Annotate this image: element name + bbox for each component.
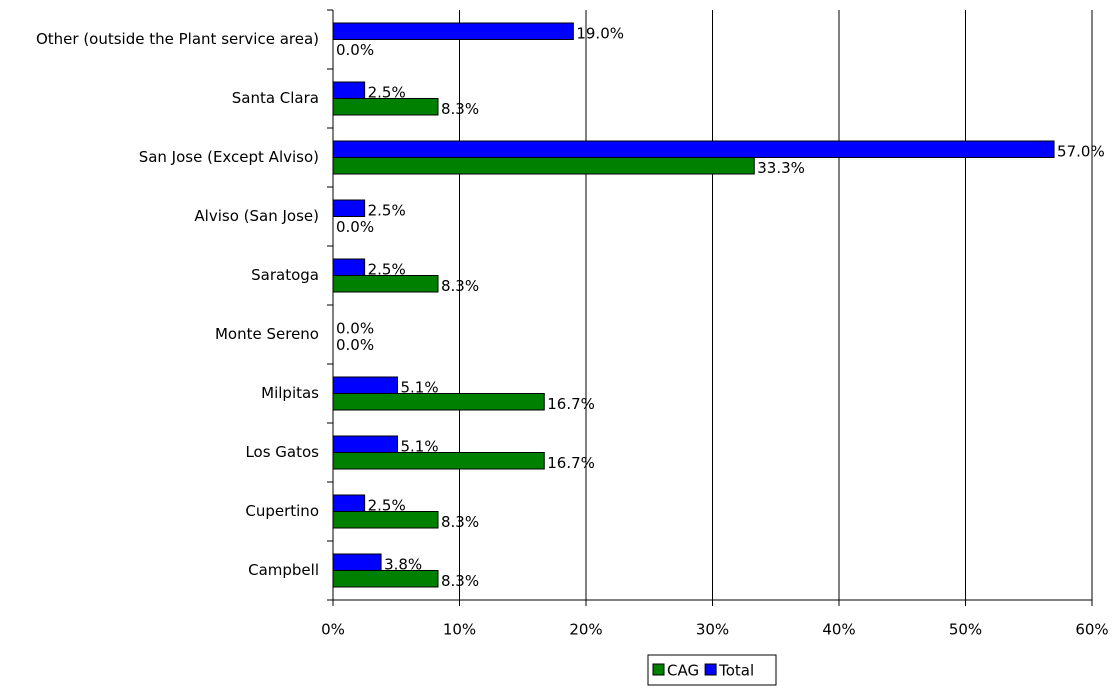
legend-box	[647, 654, 777, 686]
value-label: 0.0%	[336, 320, 374, 338]
legend-label: CAG	[667, 662, 699, 680]
legend-label: Total	[718, 662, 754, 680]
y-tick-label: Los Gatos	[245, 443, 319, 461]
bar	[332, 258, 366, 276]
value-label: 8.3%	[441, 277, 479, 295]
value-label: 2.5%	[368, 84, 406, 102]
value-label: 2.5%	[368, 202, 406, 220]
bar	[332, 199, 366, 217]
value-label: 57.0%	[1057, 143, 1105, 161]
y-tick-label: San Jose (Except Alviso)	[139, 148, 319, 166]
bar	[332, 275, 439, 293]
x-tick-label: 0%	[321, 621, 345, 639]
value-label: 16.7%	[547, 454, 595, 472]
x-tick-label: 60%	[1075, 621, 1108, 639]
bar	[332, 494, 366, 512]
bar	[332, 157, 755, 175]
bar	[332, 435, 399, 453]
bar	[332, 81, 366, 99]
value-label: 8.3%	[441, 513, 479, 531]
y-tick-label: Campbell	[248, 561, 319, 579]
x-tick-label: 10%	[443, 621, 476, 639]
x-tick-label: 50%	[949, 621, 982, 639]
x-tick-label: 30%	[696, 621, 729, 639]
value-label: 8.3%	[441, 100, 479, 118]
legend-swatch	[704, 663, 717, 676]
y-tick-label: Milpitas	[261, 384, 319, 402]
value-label: 2.5%	[368, 497, 406, 515]
y-tick-label: Alviso (San Jose)	[194, 207, 319, 225]
y-tick-label: Cupertino	[245, 502, 319, 520]
x-tick-label: 40%	[822, 621, 855, 639]
legend-swatch	[652, 663, 665, 676]
value-label: 8.3%	[441, 572, 479, 590]
bar	[332, 393, 545, 411]
y-tick-label: Saratoga	[251, 266, 319, 284]
value-label: 33.3%	[757, 159, 805, 177]
bar	[332, 570, 439, 588]
value-label: 0.0%	[336, 41, 374, 59]
bar	[332, 98, 439, 116]
value-label: 0.0%	[336, 336, 374, 354]
value-label: 5.1%	[401, 379, 439, 397]
bar	[332, 140, 1055, 158]
bar	[332, 22, 574, 40]
value-label: 3.8%	[384, 556, 422, 574]
value-label: 16.7%	[547, 395, 595, 413]
x-tick-label: 20%	[569, 621, 602, 639]
bar	[332, 553, 382, 571]
bar	[332, 376, 399, 394]
value-label: 2.5%	[368, 261, 406, 279]
y-tick-label: Monte Sereno	[215, 325, 319, 343]
y-tick-label: Santa Clara	[232, 89, 319, 107]
bar	[332, 452, 545, 470]
value-label: 19.0%	[576, 25, 624, 43]
y-tick-label: Other (outside the Plant service area)	[36, 30, 319, 48]
value-label: 0.0%	[336, 218, 374, 236]
value-label: 5.1%	[401, 438, 439, 456]
bar	[332, 511, 439, 529]
